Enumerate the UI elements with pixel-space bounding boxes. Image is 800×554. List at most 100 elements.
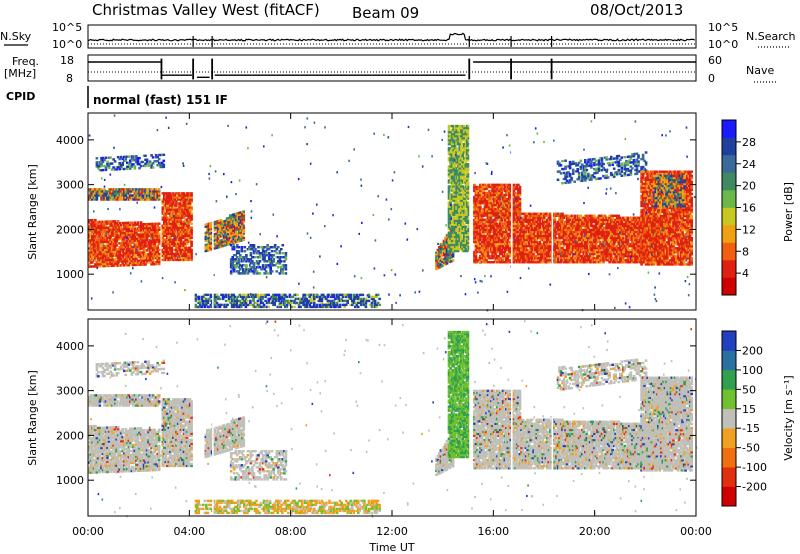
range-cell [546, 226, 549, 230]
range-cell [181, 196, 184, 199]
range-cell [459, 132, 463, 136]
range-cell [497, 228, 500, 232]
range-cell [252, 262, 256, 265]
range-cell [452, 195, 455, 198]
range-cell [94, 245, 97, 248]
range-cell [135, 198, 138, 201]
range-cell [529, 214, 532, 217]
range-cell [138, 233, 141, 236]
range-cell [277, 262, 280, 265]
range-cell [535, 236, 538, 240]
range-cell [130, 241, 134, 245]
range-cell [241, 214, 244, 218]
range-cell [188, 252, 192, 256]
range-cell [106, 198, 109, 201]
range-cell [458, 223, 461, 226]
range-cell [447, 151, 451, 154]
range-cell [239, 219, 243, 222]
range-cell [185, 212, 189, 215]
range-cell [243, 295, 246, 299]
range-cell [461, 205, 464, 208]
range-cell [483, 256, 487, 260]
range-cell [119, 194, 123, 197]
range-cell [213, 229, 217, 232]
range-cell [477, 216, 481, 219]
range-cell [533, 216, 537, 219]
range-cell [480, 254, 484, 258]
range-cell [466, 209, 469, 212]
range-cell [219, 239, 223, 242]
range-cell [512, 222, 516, 226]
range-cell [464, 245, 468, 249]
range-cell [94, 196, 97, 199]
range-cell [173, 222, 177, 225]
range-cell [172, 238, 175, 241]
nsky-tick-bottom: 10^0 [52, 38, 82, 51]
range-cell [142, 249, 146, 252]
range-cell [103, 238, 106, 242]
range-cell [139, 261, 143, 264]
range-cell [445, 234, 449, 237]
range-cell [500, 220, 503, 224]
range-cell [459, 179, 463, 182]
range-cell [184, 236, 187, 239]
range-cell [533, 220, 537, 224]
range-cell [255, 262, 259, 265]
range-cell [127, 163, 131, 166]
range-cell [147, 162, 150, 165]
range-cell [261, 301, 264, 305]
range-cell [126, 264, 129, 267]
range-cell [505, 230, 508, 234]
range-cell [154, 234, 158, 238]
range-cell [169, 250, 172, 254]
range-cell [100, 263, 103, 266]
range-cell [185, 230, 189, 233]
range-cell [530, 240, 534, 244]
range-cell [163, 220, 166, 223]
range-cell [113, 238, 117, 241]
range-cell [447, 201, 451, 204]
range-cell [156, 160, 159, 163]
range-cell [294, 297, 298, 301]
range-cell [509, 246, 513, 250]
range-cell [539, 261, 543, 264]
range-cell [213, 220, 217, 224]
range-cell [207, 224, 211, 228]
range-cell [100, 238, 103, 242]
range-cell [119, 190, 123, 193]
range-cell [517, 242, 520, 246]
range-cell [459, 201, 463, 204]
range-cell [319, 295, 322, 299]
range-cell [467, 209, 471, 212]
range-cell [552, 244, 555, 248]
range-cell [535, 250, 538, 254]
range-cell [176, 214, 180, 217]
range-cell [190, 192, 193, 195]
range-cell [543, 226, 546, 230]
range-cell [455, 181, 458, 184]
range-cell [535, 230, 538, 234]
range-cell [136, 196, 140, 199]
range-cell [467, 231, 471, 234]
range-cell [547, 220, 551, 224]
range-cell [112, 252, 115, 255]
range-cell [170, 212, 174, 215]
range-cell [444, 257, 447, 260]
range-cell [503, 226, 507, 230]
range-cell [163, 196, 166, 199]
range-cell [477, 232, 481, 236]
range-cell [107, 198, 111, 201]
range-cell [235, 303, 238, 307]
range-cell [523, 224, 526, 228]
range-cell [190, 240, 193, 243]
range-cell [144, 225, 147, 228]
range-cell [184, 222, 187, 225]
range-cell [178, 206, 181, 209]
range-cell [461, 227, 464, 230]
range-cell [447, 225, 451, 228]
range-cell [188, 214, 192, 217]
range-cell [267, 297, 270, 301]
range-cell [234, 260, 237, 263]
freq-tick-top: 18 [60, 54, 74, 67]
range-cell [221, 297, 225, 301]
